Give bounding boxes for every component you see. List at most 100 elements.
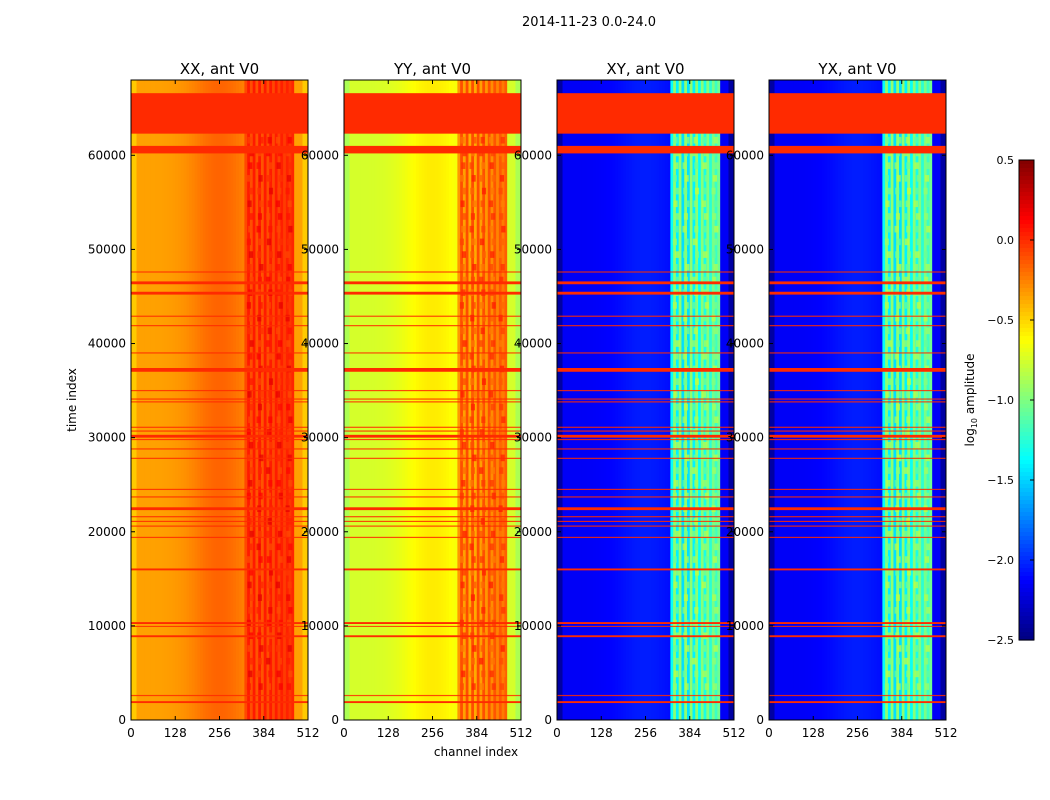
rfi-patch	[713, 645, 718, 652]
channel-column	[404, 80, 409, 720]
channel-column	[557, 80, 561, 720]
channel-column	[457, 80, 461, 720]
flagged-band	[769, 568, 946, 571]
rfi-patch	[674, 187, 680, 195]
rfi-patch	[500, 391, 505, 398]
rfi-patch	[470, 251, 475, 258]
rfi-patch	[703, 340, 709, 347]
rfi-patch	[490, 467, 496, 474]
flag-line	[557, 438, 734, 441]
colorbar-segment	[1019, 488, 1034, 493]
channel-column	[482, 80, 486, 720]
rfi-patch	[904, 683, 910, 690]
colorbar-segment	[1019, 352, 1034, 357]
figure-title: 2014-11-23 0.0-24.0	[522, 15, 656, 30]
channel-column	[161, 80, 165, 720]
channel-column	[247, 80, 251, 720]
rfi-patch	[479, 276, 484, 284]
rfi-patch	[711, 568, 716, 576]
rfi-patch	[703, 467, 709, 474]
rfi-patch	[461, 251, 467, 258]
rfi-patch	[288, 480, 293, 487]
channel-column	[426, 80, 431, 720]
rfi-patch	[461, 441, 467, 449]
rfi-patch	[674, 416, 679, 424]
rfi-patch	[491, 556, 496, 563]
channel-column	[689, 80, 694, 720]
rfi-patch	[499, 175, 505, 182]
flagged-band	[769, 291, 946, 295]
rfi-patch	[266, 429, 272, 436]
rfi-patch	[684, 175, 689, 182]
rfi-patch	[885, 581, 890, 589]
rfi-patch	[278, 175, 283, 182]
rfi-patch	[499, 213, 504, 220]
channel-column	[573, 80, 577, 720]
rfi-patch	[896, 492, 901, 500]
rfi-patch	[500, 200, 505, 208]
flag-line	[769, 488, 946, 491]
rfi-patch	[462, 657, 467, 665]
panel-title: XY, ant V0	[606, 60, 684, 78]
rfi-patch	[683, 213, 689, 220]
channel-column	[388, 80, 392, 720]
colorbar-segment	[1019, 476, 1034, 481]
rfi-patch	[266, 492, 272, 500]
rfi-patch	[692, 276, 697, 284]
channel-column	[473, 80, 478, 720]
channel-column	[832, 80, 836, 720]
colorbar-segment	[1019, 172, 1034, 177]
flag-line	[769, 438, 946, 441]
rfi-patch	[499, 340, 504, 347]
rfi-patch	[894, 162, 899, 169]
channel-column	[769, 80, 773, 720]
rfi-patch	[913, 645, 918, 652]
channel-column	[244, 80, 248, 720]
rfi-patch	[886, 162, 891, 169]
colorbar-segment	[1019, 248, 1034, 253]
channel-column	[639, 80, 644, 720]
panel-2: YY, ant V0 0 128 256 384 512 0 10000 20000 30000 4…	[301, 60, 533, 740]
channel-column	[451, 80, 456, 720]
flag-line	[557, 496, 734, 498]
channel-column	[485, 80, 489, 720]
rfi-patch	[924, 492, 930, 500]
flagged-band	[557, 625, 734, 627]
rfi-patch	[905, 581, 910, 589]
rfi-patch	[683, 467, 689, 474]
rfi-patch	[714, 352, 719, 360]
rfi-patch	[884, 683, 889, 690]
rfi-patch	[286, 302, 292, 309]
rfi-patch	[925, 645, 930, 652]
rfi-patch	[685, 581, 690, 589]
rfi-patch	[924, 530, 929, 538]
rfi-patch	[276, 543, 281, 551]
rfi-patch	[692, 530, 697, 538]
flag-line	[769, 525, 946, 527]
rfi-patch	[278, 556, 283, 563]
rfi-patch	[288, 607, 293, 614]
channel-column	[692, 80, 696, 720]
flagged-band	[769, 701, 946, 704]
rfi-patch	[886, 441, 892, 449]
rfi-patch	[885, 327, 890, 335]
rfi-patch	[701, 581, 706, 589]
rfi-patch	[479, 302, 485, 309]
colorbar-segment	[1019, 200, 1034, 205]
rfi-patch	[672, 683, 677, 690]
rfi-patch	[904, 238, 910, 246]
rfi-patch	[491, 175, 496, 182]
rfi-patch	[249, 467, 254, 474]
rfi-patch	[915, 530, 921, 538]
colorbar-segment	[1019, 264, 1034, 269]
rfi-patch	[471, 429, 476, 436]
rfi-patch	[479, 683, 485, 690]
channel-column	[507, 80, 511, 720]
channel-column	[807, 80, 812, 720]
rfi-patch	[684, 238, 689, 246]
rfi-patch	[287, 645, 292, 652]
rfi-patch	[469, 352, 474, 360]
rfi-patch	[276, 225, 281, 233]
rfi-patch	[490, 340, 496, 347]
colorbar-segment	[1019, 408, 1034, 413]
